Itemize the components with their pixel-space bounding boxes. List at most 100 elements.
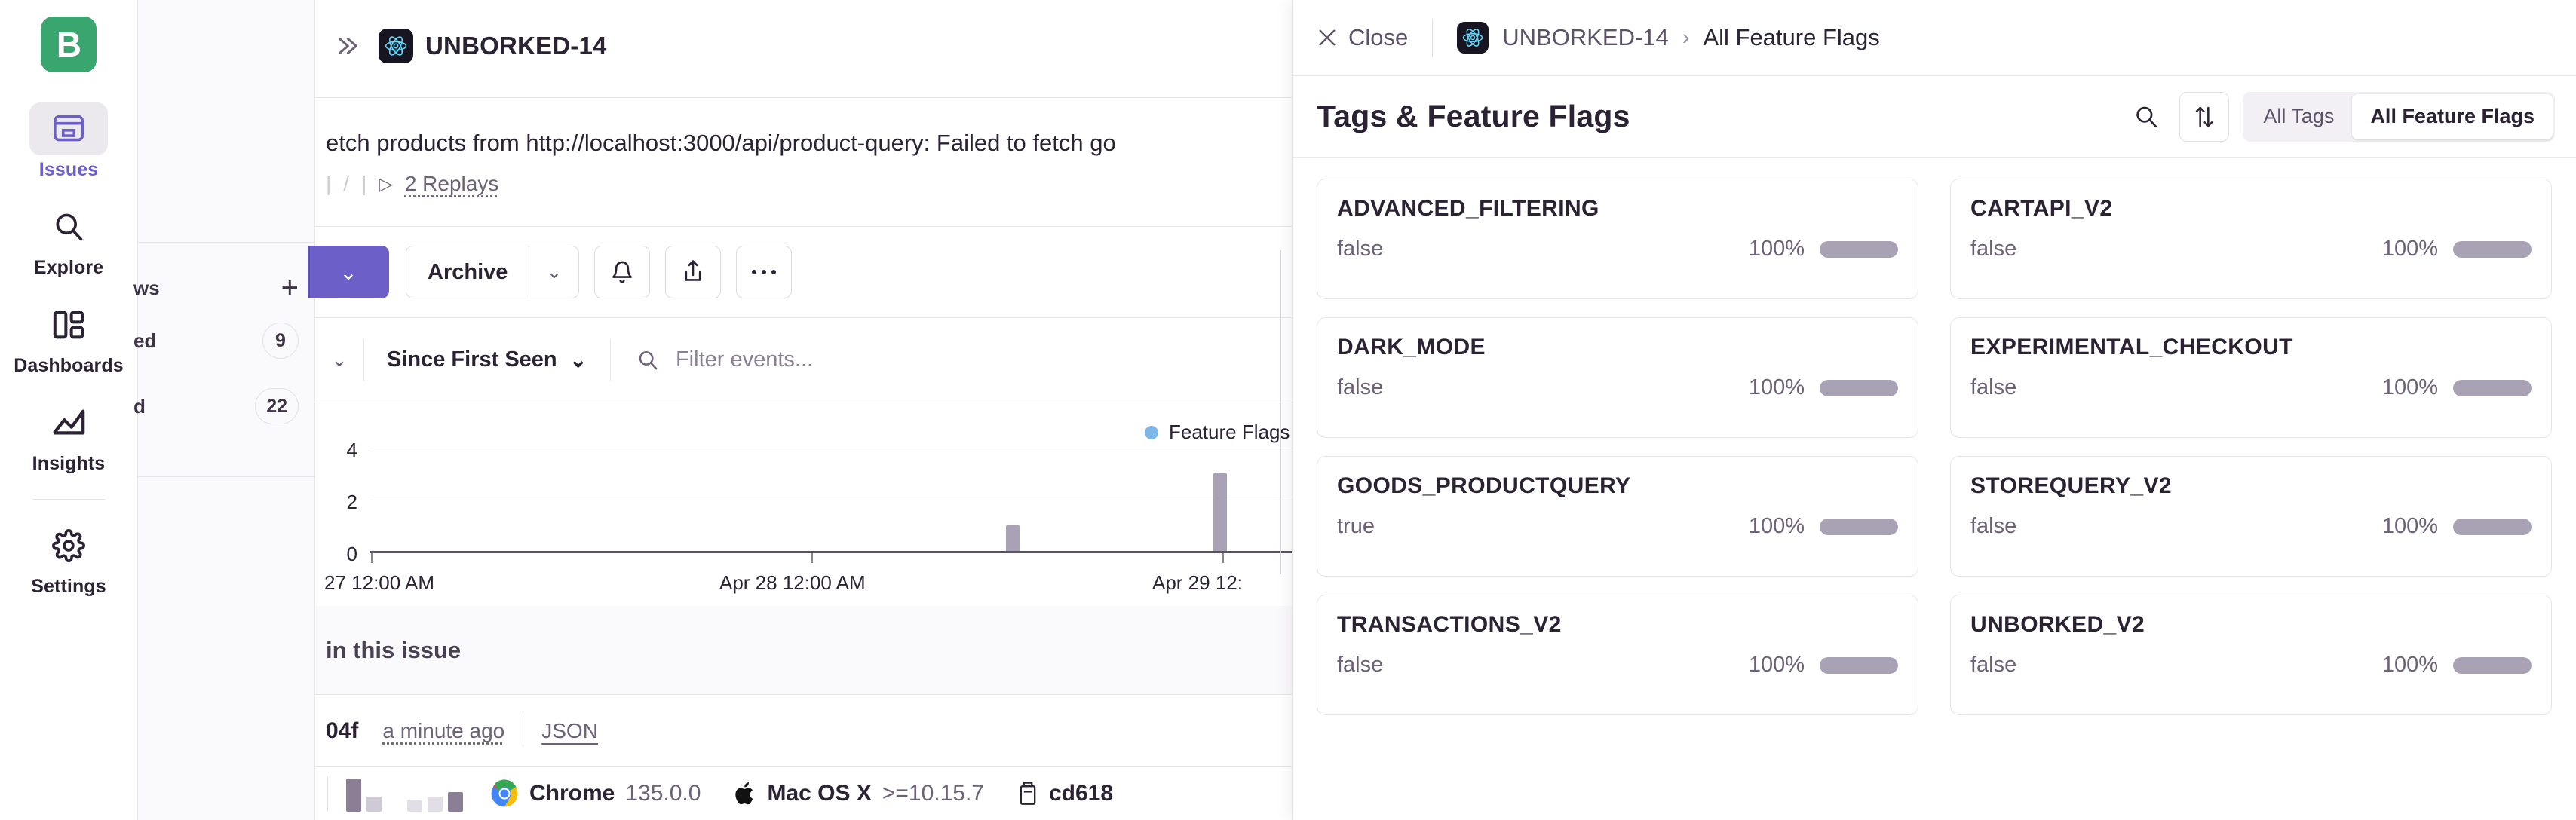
event-json-link[interactable]: JSON [541,718,598,742]
flag-distribution: 100% [2382,237,2532,262]
sidebar-item-insights[interactable]: Insights [12,396,125,475]
flag-distribution: 100% [1749,514,1898,539]
feature-flag-card[interactable]: UNBORKED_V2 false 100% [1950,595,2552,715]
org-logo[interactable]: B [41,17,97,72]
flag-percent: 100% [2381,514,2438,538]
breadcrumb-current: All Feature Flags [1703,24,1880,50]
drawer-title-row: Tags & Feature Flags [1293,76,2576,158]
resolve-dropdown-button[interactable]: ⌄ [308,246,389,298]
bell-icon [610,259,634,285]
search-icon [29,200,108,253]
ellipsis-icon [750,268,777,277]
drawer-sort-button[interactable] [2179,91,2230,142]
flag-progress-bar [2453,518,2532,535]
subnav-divider [138,476,315,477]
chart-bar[interactable] [1006,525,1020,551]
breadcrumb-project-link[interactable]: UNBORKED-14 [1502,24,1669,50]
drawer-header: Close UNBORKED-14 › All Feature Flags [1293,0,2576,76]
breadcrumb: UNBORKED-14 › All Feature Flags [1457,22,1880,54]
page-title: UNBORKED-14 [425,31,607,60]
browser-version: 135.0.0 [625,781,701,806]
flag-name: GOODS_PRODUCTQUERY [1337,473,1631,498]
flag-name: STOREQUERY_V2 [1970,473,2172,498]
event-id: 04f [326,718,359,743]
browser-name: Chrome [529,781,615,806]
chevron-double-right-icon[interactable] [326,25,368,67]
x-axis-tick-mark [811,553,813,563]
subnav-views-row[interactable]: ws + [133,268,315,308]
add-view-plus-icon[interactable]: + [281,271,299,304]
chart-bar[interactable] [1213,473,1227,551]
primary-nav-rail: B Issues Explore [0,0,138,820]
flag-value: true [1337,514,1375,538]
release-info: cd618 [1017,781,1113,806]
environment-dropdown-caret[interactable]: ⌄ [331,348,348,371]
flag-value: false [1970,375,2017,399]
dashboards-icon [29,298,108,351]
subscribe-bell-button[interactable] [594,246,651,298]
flag-value: false [1337,237,1384,261]
flag-value: false [1970,237,2017,261]
sidebar-item-explore[interactable]: Explore [12,200,125,279]
browser-info: Chrome 135.0.0 [490,779,701,808]
flag-card-footer: true 100% [1337,514,1898,539]
flag-name: TRANSACTIONS_V2 [1337,612,1562,637]
archive-dropdown-caret[interactable]: ⌄ [529,246,578,298]
feature-flags-drawer: Close UNBORKED-14 › All Feature Flags [1280,0,2576,820]
sidebar-item-dashboards[interactable]: Dashboards [12,298,125,377]
subnav-item-row[interactable]: ed 9 [133,320,315,361]
x-axis-tick-mark [1222,553,1224,563]
flag-card-footer: false 100% [1970,237,2532,262]
y-axis-tick: 4 [346,439,357,461]
segment-all-feature-flags[interactable]: All Feature Flags [2352,93,2553,139]
feature-flag-card[interactable]: EXPERIMENTAL_CHECKOUT false 100% [1950,317,2552,438]
drawer-body: ADVANCED_FILTERING false 100% CARTAPI_V2… [1293,158,2576,820]
flag-card-footer: false 100% [1337,375,1898,400]
flag-progress-bar [2453,379,2532,396]
flag-value: false [1970,653,2017,677]
event-context-row: Chrome 135.0.0 Mac OS X >=10.15.7 [315,767,2576,820]
header-divider [1432,19,1434,57]
sidebar-item-label: Explore [33,257,104,278]
flag-distribution: 100% [2382,375,2532,400]
feature-flag-card[interactable]: ADVANCED_FILTERING false 100% [1317,179,1918,299]
close-drawer-button[interactable]: Close [1317,24,1408,51]
share-button[interactable] [665,246,722,298]
chart-legend: Feature Flags [1145,421,1290,444]
feature-flag-card[interactable]: DARK_MODE false 100% [1317,317,1918,438]
release-icon [1017,781,1038,806]
legend-color-swatch [1145,425,1158,439]
more-actions-button[interactable] [736,246,793,298]
feature-flag-card[interactable]: GOODS_PRODUCTQUERY true 100% [1317,456,1918,577]
subnav-label: ed [133,329,157,352]
os-name: Mac OS X [767,781,872,806]
event-timestamp[interactable]: a minute ago [382,718,505,742]
react-logo-icon [1457,22,1489,54]
flag-percent: 100% [2381,653,2438,677]
event-search-field[interactable]: Filter events... [611,347,2576,372]
subnav-item-row[interactable]: d 22 [133,386,315,427]
replays-link[interactable]: 2 Replays [404,172,499,195]
flag-value: false [1337,653,1384,677]
date-range-dropdown[interactable]: Since First Seen ⌄ [364,347,610,373]
sparkline-bars [346,776,463,812]
flag-name: UNBORKED_V2 [1970,612,2145,637]
sidebar-item-issues[interactable]: Issues [12,102,125,181]
y-axis-tick: 2 [346,491,357,513]
flag-card-footer: false 100% [1337,237,1898,262]
feature-flag-grid: ADVANCED_FILTERING false 100% CARTAPI_V2… [1317,179,2552,715]
play-icon: ▷ [379,173,393,194]
segment-all-tags[interactable]: All Tags [2263,105,2335,127]
archive-button[interactable]: Archive [428,259,508,284]
y-axis-tick: 0 [346,543,357,565]
release-version[interactable]: cd618 [1048,781,1114,806]
feature-flag-card[interactable]: TRANSACTIONS_V2 false 100% [1317,595,1918,715]
flag-progress-bar [1820,240,1898,258]
feature-flag-card[interactable]: CARTAPI_V2 false 100% [1950,179,2552,299]
feature-flag-card[interactable]: STOREQUERY_V2 false 100% [1950,456,2552,577]
os-version: >=10.15.7 [882,781,984,806]
sidebar-item-settings[interactable]: Settings [12,519,125,598]
search-placeholder: Filter events... [675,347,814,372]
drawer-search-button[interactable] [2127,97,2166,136]
drawer-resize-handle[interactable] [1277,250,1283,574]
